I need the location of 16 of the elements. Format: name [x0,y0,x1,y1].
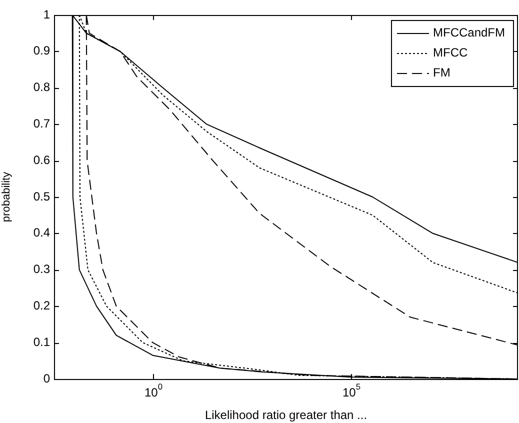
y-tick-label: 1 [43,7,50,22]
x-axis-title: Likelihood ratio greater than ... [204,408,368,422]
y-tick-label: 0.1 [33,334,50,349]
y-tick-label: 0.4 [33,226,50,240]
y-tick-label: 0.6 [33,152,50,167]
y-tick-label: 0.7 [33,116,50,131]
legend-label: MFCCandFM [432,25,506,40]
y-tick-label: 0.8 [33,80,50,94]
y-tick-label: 0.3 [33,262,50,276]
y-tick-label: 0.5 [33,189,50,204]
y-tick-label: 0.9 [33,44,50,58]
legend-label: MFCC [432,45,468,60]
y-axis-title: probability [0,171,13,222]
y-tick-label: 0.2 [33,298,50,313]
y-tick-label: 0 [43,371,50,386]
legend-label: FM [432,65,450,80]
